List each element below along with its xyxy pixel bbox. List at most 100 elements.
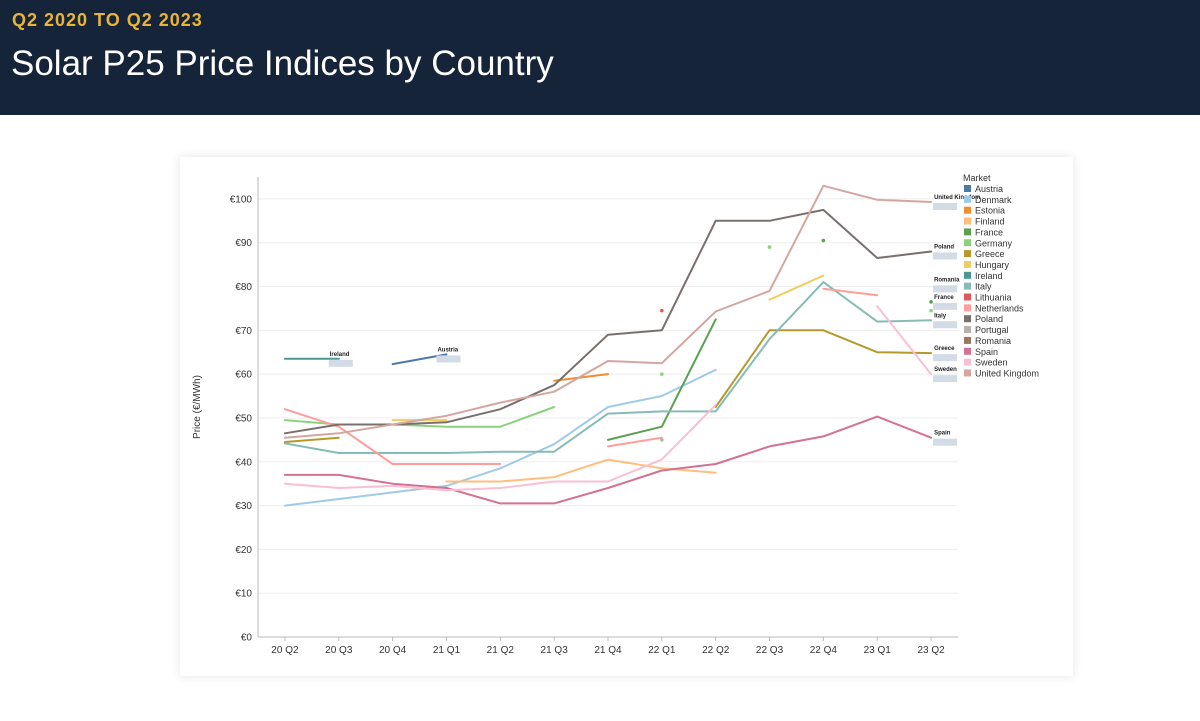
x-tick-label: 20 Q3 [325,645,353,656]
point-lithuania [660,308,664,313]
legend-label-ireland: Ireland [975,271,1003,281]
point-portugal [660,438,664,442]
price-line-chart: €0 €10 €20 €30 €40 €50 €60 €70 €80 €90 €100 20 Q2 20… [192,173,1039,656]
y-axis-label: Price (€/MWh) [192,375,203,439]
annotation-italy: Italy [934,313,947,319]
legend-label-spain: Spain [975,347,998,357]
series-line-greece [714,329,933,408]
point-germany [767,245,772,249]
x-tick-label: 20 Q2 [271,645,299,656]
legend-label-portugal: Portugal [975,325,1009,335]
legend-swatch-ireland [964,271,971,279]
series-line-greece [283,436,340,443]
legend-swatch-lithuania [964,293,971,301]
y-tick-label: €90 [235,238,252,249]
legend-swatch-france [964,228,971,236]
legend-label-sweden: Sweden [975,358,1008,368]
annotation-greece: Greece [934,346,955,352]
legend-label-netherlands: Netherlands [975,303,1024,313]
x-tick-label: 22 Q2 [702,645,730,656]
annotation-romania: Romania [934,277,960,283]
annotation-box [933,375,958,383]
point-germany [660,372,664,376]
y-tick-label: €10 [235,589,252,600]
x-tick-label: 21 Q4 [594,645,622,656]
annotation-poland: Poland [934,244,954,250]
legend-label-lithuania: Lithuania [975,293,1012,303]
series-line-finland [445,458,717,483]
annotation-box [328,359,353,367]
series-line-poland [283,208,933,435]
annotation-france: France [934,295,954,301]
legend-swatch-austria [964,185,971,192]
annotation-united-kingdom: United Kingdom [934,195,980,201]
series-line-france [607,318,717,441]
annotation-box [933,252,958,260]
legend-label-greece: Greece [975,249,1005,259]
annotation-sweden: Sweden [934,367,957,373]
legend-swatch-spain [964,347,971,355]
series-line-netherlands [283,408,502,465]
annotation-box [436,355,461,363]
legend-swatch-netherlands [964,304,971,312]
y-tick-label: €40 [235,457,252,468]
legend-swatch-sweden [964,358,971,366]
series-line-spain [283,415,933,505]
y-tick-label: €100 [230,194,253,205]
x-tick-label: 21 Q3 [541,645,569,656]
y-tick-label: €30 [235,501,252,512]
chart-card: €0 €10 €20 €30 €40 €50 €60 €70 €80 €90 €100 20 Q2 20… [180,157,1073,676]
annotation-box [933,202,958,210]
series-line-sweden [283,403,717,492]
annotation-box [933,302,958,310]
legend-swatch-denmark [964,195,971,203]
legend-swatch-portugal [964,326,971,334]
annotation-box [933,354,958,362]
x-tick-label: 22 Q4 [810,645,838,656]
y-tick-label: €50 [235,413,252,424]
x-tick-label: 20 Q4 [379,645,407,656]
legend-label-poland: Poland [975,314,1003,324]
page-header: Q2 2020 TO Q2 2023 Solar P25 Price Indic… [0,0,1200,115]
x-tick-label: 23 Q1 [864,645,892,656]
x-tick-label: 23 Q2 [917,645,945,656]
legend-swatch-united-kingdom [964,369,971,377]
point-france [929,300,933,304]
legend-swatch-italy [964,282,971,290]
x-tick-label: 22 Q1 [648,645,676,656]
legend-swatch-romania [964,336,971,344]
annotation-ireland: Ireland [330,352,350,358]
series-line-sweden [876,305,933,376]
page-title: Solar P25 Price Indices by Country [11,44,554,83]
point-germany [929,308,933,313]
point-france [821,238,826,243]
y-tick-label: €20 [235,545,252,556]
y-tick-label: €80 [235,282,252,293]
series-line-italy [283,281,933,454]
legend-label-france: France [975,227,1003,237]
legend-label-austria: Austria [975,184,1003,194]
legend-label-hungary: Hungary [975,260,1010,270]
date-range-subtitle: Q2 2020 TO Q2 2023 [12,10,203,30]
legend-label-romania: Romania [975,336,1011,346]
legend-label-denmark: Denmark [975,195,1012,205]
annotation-box [933,285,958,293]
legend-swatch-finland [964,217,971,225]
legend-swatch-estonia [964,206,971,214]
legend-swatch-greece [964,250,971,258]
legend-label-germany: Germany [975,238,1013,248]
series-line-netherlands [607,436,663,448]
x-tick-label: 21 Q2 [487,645,515,656]
legend-title: Market [963,173,991,183]
legend-label-united-kingdom: United Kingdom [975,368,1039,378]
legend-label-italy: Italy [975,282,992,292]
legend-swatch-germany [964,239,971,247]
series-line-hungary [768,274,825,301]
x-tick-label: 21 Q1 [433,645,461,656]
x-tick-label: 22 Q3 [756,645,784,656]
legend-label-finland: Finland [975,217,1005,227]
y-tick-label: €0 [241,633,253,644]
annotation-box [933,438,958,446]
annotation-spain: Spain [934,431,951,437]
legend-swatch-hungary [964,260,971,268]
